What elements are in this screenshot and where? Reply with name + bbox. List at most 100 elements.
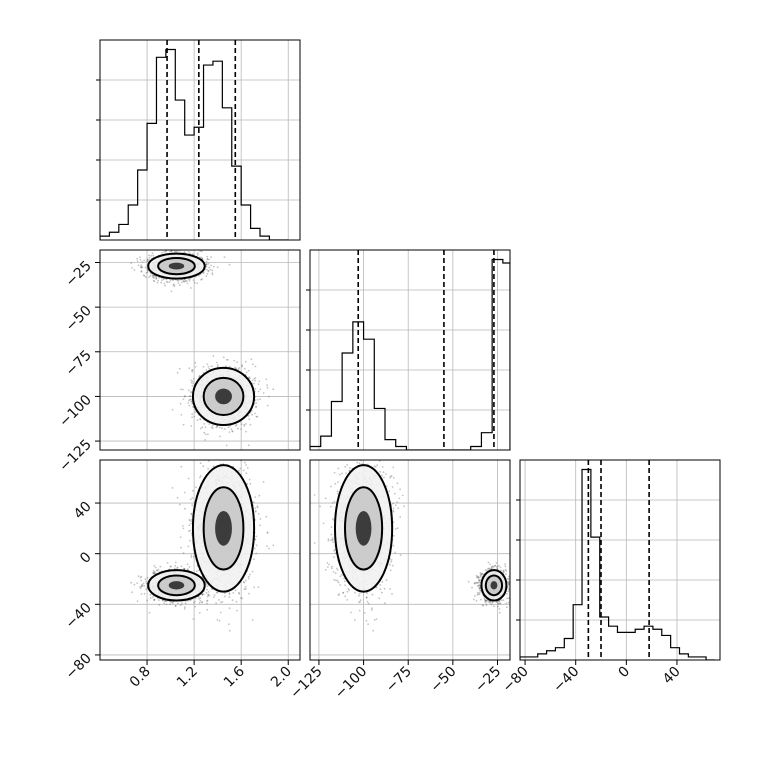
quantile-lines — [357, 250, 495, 450]
sample-point — [171, 408, 174, 411]
sample-point — [206, 258, 209, 260]
contour-level — [215, 388, 232, 405]
sample-point — [146, 260, 149, 262]
sample-point — [222, 452, 224, 454]
sample-point — [177, 602, 179, 605]
sample-point — [212, 355, 215, 357]
sample-point — [246, 482, 249, 485]
sample-point — [206, 602, 209, 605]
sample-point — [188, 250, 190, 253]
sample-point — [145, 271, 148, 274]
sample-point — [201, 250, 203, 253]
sample-point — [257, 383, 260, 385]
sample-point — [179, 604, 182, 607]
sample-point — [253, 378, 255, 380]
sample-point — [237, 427, 239, 430]
sample-point — [183, 280, 185, 283]
sample-point — [198, 598, 201, 600]
sample-point — [146, 259, 149, 261]
sample-point — [199, 418, 202, 420]
sample-point — [190, 512, 193, 515]
sample-point — [184, 606, 186, 609]
sample-point — [139, 259, 142, 261]
hist-panel-param-2 — [309, 249, 511, 451]
sample-point — [180, 465, 183, 468]
sample-point — [180, 565, 183, 568]
sample-point — [193, 601, 195, 604]
sample-point — [235, 423, 238, 426]
sample-point — [228, 593, 231, 596]
sample-point — [202, 272, 205, 274]
panel-frame — [99, 39, 301, 241]
sample-point — [136, 260, 139, 262]
sample-point — [165, 603, 168, 606]
sample-point — [223, 451, 225, 453]
sample-point — [238, 443, 240, 445]
sample-point — [222, 356, 225, 359]
sample-point — [158, 599, 160, 601]
sample-point — [169, 603, 172, 606]
sample-point — [186, 563, 189, 566]
sample-point — [220, 601, 222, 603]
sample-point — [196, 282, 199, 285]
sample-point — [188, 278, 190, 280]
sample-point — [234, 366, 237, 369]
sample-point — [170, 250, 173, 253]
sample-point — [221, 601, 224, 603]
sample-point — [152, 572, 155, 575]
sample-point — [133, 583, 136, 586]
sample-point — [208, 367, 211, 370]
sample-point — [145, 580, 147, 583]
sample-point — [183, 567, 186, 570]
sample-point — [207, 270, 210, 273]
sample-point — [218, 619, 221, 622]
sample-point — [168, 281, 171, 283]
sample-point — [254, 538, 257, 541]
sample-point — [204, 426, 207, 429]
sample-point — [251, 570, 254, 573]
sample-point — [225, 365, 228, 368]
sample-point — [253, 547, 256, 550]
sample-point — [205, 275, 208, 277]
scatter-panel-p1-vs-p2 — [99, 249, 301, 451]
sample-point — [154, 571, 156, 574]
sample-point — [266, 386, 269, 389]
sample-point — [236, 361, 238, 364]
sample-point — [191, 504, 194, 507]
sample-point — [191, 369, 194, 371]
sample-point — [147, 269, 149, 272]
sample-point — [180, 546, 182, 549]
sample-point — [211, 272, 214, 274]
sample-point — [174, 604, 177, 607]
sample-point — [189, 498, 192, 501]
sample-point — [252, 501, 255, 504]
sample-point — [224, 443, 226, 445]
sample-point — [182, 527, 185, 530]
sample-point — [162, 278, 165, 281]
sample-point — [196, 419, 199, 422]
sample-point — [255, 402, 258, 404]
grid — [100, 460, 300, 660]
sample-point — [266, 384, 268, 387]
sample-point — [163, 602, 166, 605]
sample-point — [206, 600, 208, 602]
sample-point — [188, 367, 191, 370]
sample-point — [153, 570, 156, 573]
sample-point — [176, 496, 179, 499]
sample-point — [215, 426, 218, 429]
sample-point — [240, 428, 242, 430]
sample-point — [251, 379, 254, 382]
sample-point — [189, 278, 192, 280]
sample-point — [265, 378, 268, 381]
sample-point — [184, 279, 187, 282]
sample-point — [190, 381, 193, 384]
sample-point — [258, 494, 261, 497]
sample-point — [161, 599, 164, 602]
sample-point — [206, 363, 209, 366]
sample-point — [133, 269, 136, 271]
sample-point — [241, 597, 244, 600]
sample-point — [173, 567, 176, 570]
sample-point — [191, 370, 194, 373]
sample-point — [145, 582, 148, 585]
sample-point — [176, 567, 179, 570]
